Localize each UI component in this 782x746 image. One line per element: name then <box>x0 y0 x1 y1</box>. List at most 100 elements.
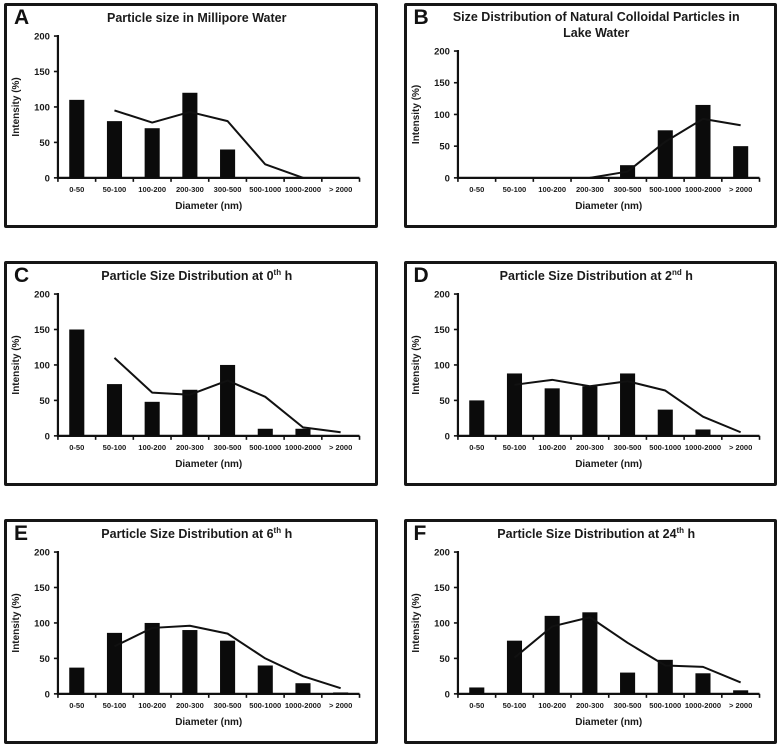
svg-text:0-50: 0-50 <box>469 185 484 194</box>
title-superscript: nd <box>671 268 682 277</box>
svg-text:100: 100 <box>434 619 450 630</box>
panel-b-chart: 0 50 100 150 200 0-50 50-100 100-200 200-300 300-… <box>410 47 760 212</box>
panel-b-letter: B <box>413 6 429 29</box>
svg-text:50: 50 <box>439 654 450 665</box>
svg-text:> 2000: > 2000 <box>728 185 751 194</box>
title-superscript: th <box>273 526 282 535</box>
svg-text:> 2000: > 2000 <box>728 701 751 710</box>
panel-d-chart: 0 50 100 150 200 0-50 50-100 100-200 200-300 300-… <box>410 290 760 470</box>
title-superscript: th <box>273 268 282 277</box>
panel-b-title-text: Size Distribution of Natural Colloidal P… <box>447 10 747 41</box>
svg-text:Intensity (%): Intensity (%) <box>410 335 421 394</box>
panel-a: A Particle size in Millipore Water 0 50 10… <box>4 3 378 228</box>
svg-text:200: 200 <box>34 548 50 559</box>
svg-text:300-500: 300-500 <box>214 701 242 710</box>
panel-f-title-text: Particle Size Distribution at 24th h <box>497 526 695 542</box>
title-suffix: h <box>281 269 293 284</box>
svg-text:150: 150 <box>434 78 450 89</box>
panel-d-letter: D <box>413 264 429 287</box>
title-prefix: Particle Size Distribution at 6 <box>101 527 274 542</box>
svg-text:50: 50 <box>39 138 50 149</box>
svg-text:200-300: 200-300 <box>176 443 204 452</box>
svg-text:300-500: 300-500 <box>613 185 641 194</box>
svg-text:150: 150 <box>34 583 50 594</box>
svg-text:Intensity (%): Intensity (%) <box>11 335 22 394</box>
svg-text:500-1000: 500-1000 <box>249 185 281 194</box>
title-prefix: Particle size in Millipore Water <box>107 11 287 26</box>
svg-text:0: 0 <box>45 174 50 185</box>
panel-e-chart: 0 50 100 150 200 0-50 50-100 100-200 200-300 300-… <box>11 548 361 728</box>
svg-text:100: 100 <box>34 103 50 114</box>
svg-text:1000-2000: 1000-2000 <box>285 701 321 710</box>
svg-text:50: 50 <box>439 142 450 153</box>
panel-a-chart: 0 50 100 150 200 0-50 50-100 100-200 200-300 300-… <box>11 32 361 212</box>
svg-text:500-1000: 500-1000 <box>249 443 281 452</box>
svg-text:0: 0 <box>444 432 449 443</box>
title-prefix: Size Distribution of Natural Colloidal P… <box>452 10 740 41</box>
svg-text:300-500: 300-500 <box>214 443 242 452</box>
svg-text:0: 0 <box>444 174 449 185</box>
panel-c-letter: C <box>14 264 30 287</box>
svg-text:200-300: 200-300 <box>176 701 204 710</box>
svg-text:1000-2000: 1000-2000 <box>285 443 321 452</box>
svg-text:Diameter (nm): Diameter (nm) <box>175 459 242 470</box>
panel-c-chart: 0 50 100 150 200 0-50 50-100 100-200 200-300 300-… <box>11 290 361 470</box>
svg-text:200: 200 <box>34 290 50 301</box>
panel-a-title: Particle size in Millipore Water <box>47 10 347 26</box>
panel-e-title: Particle Size Distribution at 6th h <box>47 526 347 542</box>
svg-text:100-200: 100-200 <box>138 701 166 710</box>
title-prefix: Particle Size Distribution at 24 <box>497 527 677 542</box>
panel-a-letter: A <box>14 6 30 29</box>
svg-text:300-500: 300-500 <box>613 443 641 452</box>
svg-text:0-50: 0-50 <box>69 443 84 452</box>
panel-f: F Particle Size Distribution at 24th h 0… <box>403 519 777 744</box>
svg-text:200: 200 <box>434 290 450 301</box>
svg-text:Diameter (nm): Diameter (nm) <box>575 717 642 728</box>
panel-d-title: Particle Size Distribution at 2nd h <box>447 268 747 284</box>
svg-text:150: 150 <box>434 325 450 336</box>
svg-text:Intensity (%): Intensity (%) <box>410 85 421 144</box>
svg-text:> 2000: > 2000 <box>329 701 352 710</box>
panel-c-title-text: Particle Size Distribution at 0th h <box>101 268 292 284</box>
svg-text:150: 150 <box>434 583 450 594</box>
svg-text:500-1000: 500-1000 <box>249 701 281 710</box>
svg-text:200-300: 200-300 <box>575 443 603 452</box>
svg-text:100-200: 100-200 <box>538 443 566 452</box>
svg-text:Intensity (%): Intensity (%) <box>11 77 22 136</box>
panel-c: C Particle Size Distribution at 0th h 0 5… <box>4 261 378 486</box>
svg-text:0-50: 0-50 <box>469 701 484 710</box>
panel-e-letter: E <box>14 522 29 545</box>
svg-text:> 2000: > 2000 <box>728 443 751 452</box>
svg-text:300-500: 300-500 <box>214 185 242 194</box>
svg-text:50-100: 50-100 <box>103 443 127 452</box>
svg-text:50: 50 <box>439 396 450 407</box>
svg-text:200-300: 200-300 <box>575 185 603 194</box>
svg-text:Intensity (%): Intensity (%) <box>410 593 421 652</box>
svg-text:0: 0 <box>444 690 449 701</box>
svg-text:Diameter (nm): Diameter (nm) <box>175 717 242 728</box>
title-prefix: Particle Size Distribution at 2 <box>499 269 672 284</box>
panel-b: B Size Distribution of Natural Colloidal… <box>403 3 777 228</box>
svg-text:0-50: 0-50 <box>69 185 84 194</box>
svg-text:1000-2000: 1000-2000 <box>684 185 720 194</box>
svg-text:1000-2000: 1000-2000 <box>684 701 720 710</box>
svg-text:50-100: 50-100 <box>103 701 127 710</box>
panel-b-title: Size Distribution of Natural Colloidal P… <box>447 10 747 41</box>
svg-text:200: 200 <box>434 548 450 559</box>
svg-text:200-300: 200-300 <box>575 701 603 710</box>
svg-text:1000-2000: 1000-2000 <box>285 185 321 194</box>
panel-e-title-text: Particle Size Distribution at 6th h <box>101 526 292 542</box>
panel-d-title-text: Particle Size Distribution at 2nd h <box>500 268 693 284</box>
svg-text:0-50: 0-50 <box>69 701 84 710</box>
svg-text:100: 100 <box>434 361 450 372</box>
svg-text:50-100: 50-100 <box>103 185 127 194</box>
title-prefix: Particle Size Distribution at 0 <box>101 269 274 284</box>
svg-text:200-300: 200-300 <box>176 185 204 194</box>
panel-c-title: Particle Size Distribution at 0th h <box>47 268 347 284</box>
title-suffix: h <box>684 527 696 542</box>
svg-text:> 2000: > 2000 <box>329 443 352 452</box>
svg-text:100: 100 <box>34 619 50 630</box>
svg-text:500-1000: 500-1000 <box>649 185 681 194</box>
svg-text:50-100: 50-100 <box>502 185 526 194</box>
